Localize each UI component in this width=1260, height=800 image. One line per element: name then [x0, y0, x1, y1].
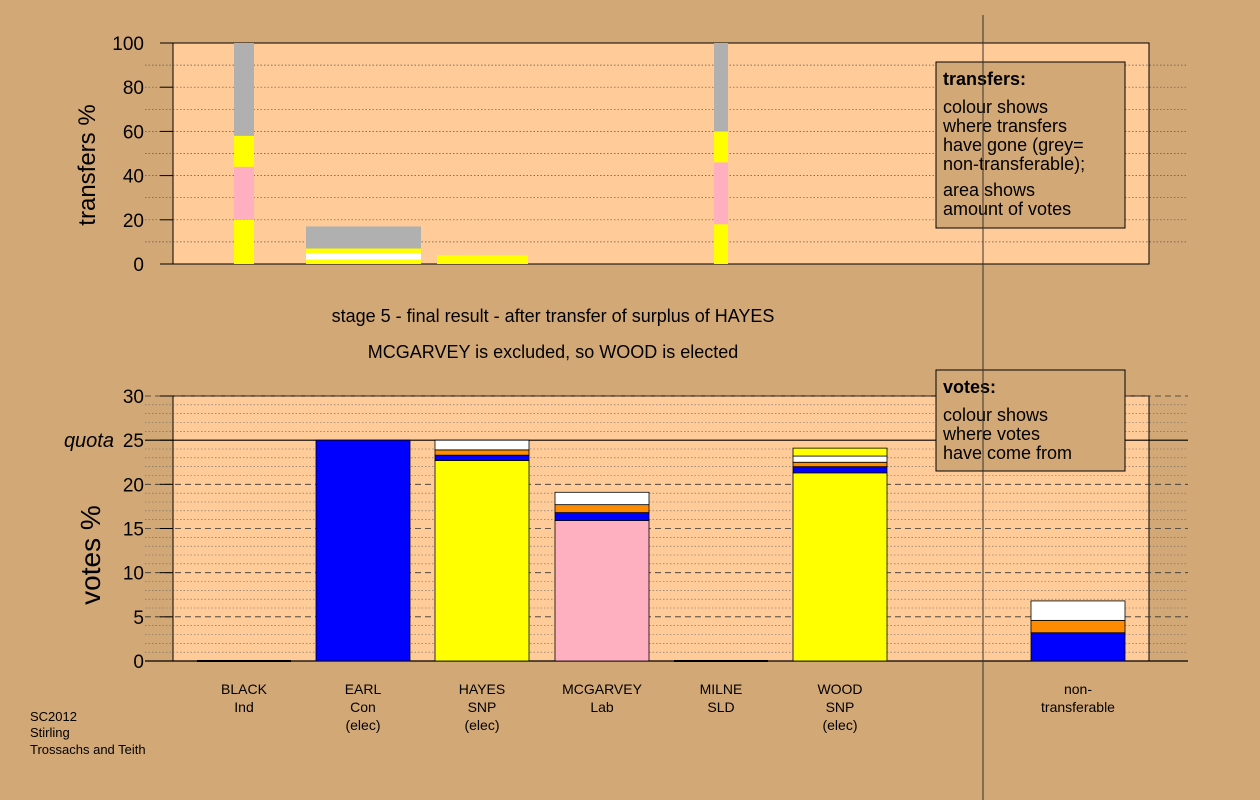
transfer-segment: [306, 252, 421, 260]
transfers-legend: transfers: colour shows where transfers …: [935, 61, 1126, 229]
footer-line: SC2012: [30, 709, 77, 724]
x-tick-label: SNP: [826, 699, 855, 715]
vote-segment: [554, 512, 650, 521]
chart-subtitle: MCGARVEY is excluded, so WOOD is elected: [368, 342, 738, 362]
transfer-segment: [714, 224, 728, 264]
transfer-segment: [234, 219, 254, 264]
votes-y-ticks: 0 5 10 15 20 25 30: [123, 387, 173, 673]
y-tick-label: 30: [123, 387, 144, 408]
vote-segment: [554, 504, 650, 513]
transfer-segment: [714, 131, 728, 163]
transfers-legend-line: have gone (grey=: [943, 135, 1084, 155]
votes-legend-line: have come from: [943, 443, 1072, 463]
y-tick-label: 20: [123, 475, 144, 496]
y-tick-label: 40: [123, 167, 144, 188]
x-tick-label: BLACK: [221, 681, 268, 697]
y-tick-label: 100: [112, 34, 144, 55]
transfers-legend-line: non-transferable);: [943, 154, 1085, 174]
transfer-segment: [306, 248, 421, 253]
x-tick-label: transferable: [1041, 699, 1115, 715]
transfers-y-axis-label: transfers %: [74, 104, 101, 225]
transfer-segment: [234, 166, 254, 220]
x-tick-label: Con: [350, 699, 376, 715]
y-tick-label: 25: [123, 431, 144, 452]
y-tick-label: 0: [133, 652, 144, 673]
transfers-legend-title: transfers:: [943, 69, 1026, 89]
x-tick-label: (elec): [822, 717, 857, 733]
y-tick-label: 0: [133, 255, 144, 276]
transfer-segment: [306, 259, 421, 264]
x-tick-label: SNP: [468, 699, 497, 715]
x-tick-label: MCGARVEY: [562, 681, 643, 697]
votes-legend-line: colour shows: [943, 405, 1048, 425]
transfers-legend-line: where transfers: [942, 116, 1067, 136]
votes-x-labels: BLACK Ind EARL Con (elec) HAYES SNP (elec) MCGAR…: [221, 681, 1115, 733]
transfers-legend-box: [935, 61, 1126, 229]
votes-gridlines: [145, 395, 1188, 662]
vote-segment: [554, 491, 650, 506]
vote-segment: [434, 439, 530, 451]
footer-line: Trossachs and Teith: [30, 742, 146, 757]
y-tick-label: 60: [123, 122, 144, 143]
y-tick-label: 15: [123, 520, 144, 541]
transfers-legend-line: colour shows: [943, 97, 1048, 117]
transfers-panel: 0 20 40 60 80 100 transfers % transfers: colo…: [74, 34, 1188, 276]
vote-segment: [434, 449, 530, 456]
x-tick-label: Ind: [234, 699, 253, 715]
x-tick-label: WOOD: [817, 681, 862, 697]
vote-segment: [1030, 600, 1126, 621]
transfer-segment: [714, 43, 728, 132]
vote-segment: [315, 439, 411, 662]
transfer-segment: [306, 226, 421, 249]
quota-label: quota: [64, 430, 114, 452]
x-tick-label: SLD: [707, 699, 734, 715]
transfers-bars: [234, 43, 728, 264]
vote-segment: [792, 455, 888, 463]
footer-line: Stirling: [30, 725, 70, 740]
y-tick-label: 80: [123, 78, 144, 99]
chart-title: stage 5 - final result - after transfer …: [332, 306, 775, 326]
votes-y-axis-label: votes %: [75, 505, 106, 605]
transfer-segment: [437, 255, 528, 264]
transfer-segment: [234, 135, 254, 167]
votes-legend-box: [935, 369, 1126, 472]
x-tick-label: Lab: [590, 699, 614, 715]
votes-panel: 0 5 10 15 20 25 30 BLACK Ind EARL Con (elec) HAYES S…: [64, 369, 1188, 733]
x-tick-label: (elec): [345, 717, 380, 733]
x-tick-label: (elec): [464, 717, 499, 733]
y-tick-label: 20: [123, 211, 144, 232]
y-tick-label: 10: [123, 564, 144, 585]
footer: SC2012 Stirling Trossachs and Teith: [30, 709, 146, 757]
vote-segment: [1030, 632, 1126, 662]
votes-legend-line: where votes: [942, 424, 1040, 444]
vote-segment: [434, 460, 530, 662]
transfers-legend-line: area shows: [943, 180, 1035, 200]
x-tick-label: HAYES: [459, 681, 505, 697]
vote-segment: [792, 447, 888, 457]
vote-segment: [792, 472, 888, 662]
vote-segment: [792, 461, 888, 468]
x-tick-label: EARL: [345, 681, 382, 697]
x-tick-label: non-: [1064, 681, 1092, 697]
transfers-y-ticks: 0 20 40 60 80 100: [112, 34, 173, 276]
x-tick-label: MILNE: [700, 681, 743, 697]
votes-legend: votes: colour shows where votes have com…: [935, 369, 1126, 472]
transfer-segment: [234, 43, 254, 136]
y-tick-label: 5: [133, 608, 144, 629]
vote-segment: [554, 520, 650, 662]
transfer-segment: [714, 162, 728, 225]
votes-legend-title: votes:: [943, 377, 996, 397]
vote-segment: [1030, 619, 1126, 634]
vote-segment: [434, 454, 530, 461]
transfers-legend-line: amount of votes: [943, 199, 1071, 219]
votes-bars: [197, 439, 1126, 662]
vote-segment: [792, 466, 888, 474]
